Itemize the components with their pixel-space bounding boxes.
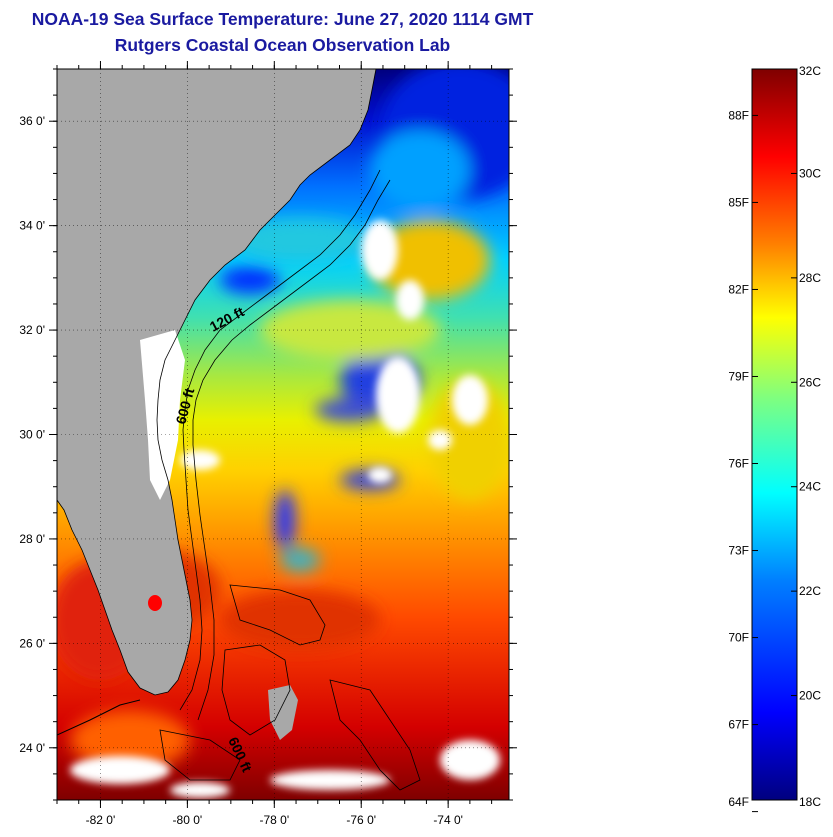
colorbar-f-label: 73F: [728, 544, 749, 558]
lon-tick-label: -82 0': [86, 813, 116, 827]
lon-tick-label: -76 0': [346, 813, 376, 827]
land-cloud: [140, 330, 185, 500]
cloud-mask: [70, 220, 500, 798]
lat-tick-label: 34 0': [19, 219, 45, 233]
colorbar-c-label: 22C: [799, 584, 821, 598]
lat-tick-label: 30 0': [19, 428, 45, 442]
lat-tick-label: 28 0': [19, 532, 45, 546]
lat-tick-label: 32 0': [19, 323, 45, 337]
colorbar-c-label: 28C: [799, 271, 821, 285]
lon-tick-label: -74 0': [433, 813, 463, 827]
land-mainland: [57, 69, 376, 695]
map-subtitle: Rutgers Coastal Ocean Observation Lab: [114, 35, 451, 55]
colorbar: [751, 68, 798, 801]
colorbar-f-label: 79F: [728, 369, 749, 383]
lat-tick-label: 26 0': [19, 636, 45, 650]
lat-tick-label: 24 0': [19, 741, 45, 755]
colorbar-f-label: 88F: [728, 108, 749, 122]
land-bahamas: [268, 685, 298, 740]
contour-120ft: [179, 169, 381, 711]
map-title: NOAA-19 Sea Surface Temperature: June 27…: [31, 9, 534, 29]
lon-tick-label: -78 0': [259, 813, 289, 827]
colorbar-f-label: 67F: [728, 718, 749, 732]
colorbar-c-label: 20C: [799, 689, 821, 703]
colorbar-c-label: 18C: [799, 795, 821, 809]
colorbar-c-label: 24C: [799, 480, 821, 494]
lake-okeechobee: [148, 595, 162, 611]
colorbar-f-label: 85F: [728, 195, 749, 209]
colorbar-f-label: 82F: [728, 282, 749, 296]
colorbar-c-label: 30C: [799, 166, 821, 180]
colorbar-f-label: 70F: [728, 631, 749, 645]
colorbar-f-label: 64F: [728, 795, 749, 809]
florida-keys: [57, 699, 141, 736]
colorbar-c-label: 26C: [799, 375, 821, 389]
sst-map[interactable]: 120 ft 600 ft 600 ft: [50, 60, 540, 800]
colorbar-c-label: 32C: [799, 64, 821, 78]
lat-tick-label: 36 0': [19, 114, 45, 128]
bank-contours: [159, 584, 421, 791]
colorbar-f-label: 76F: [728, 457, 749, 471]
lon-tick-label: -80 0': [173, 813, 203, 827]
contour-600ft: [192, 179, 391, 721]
